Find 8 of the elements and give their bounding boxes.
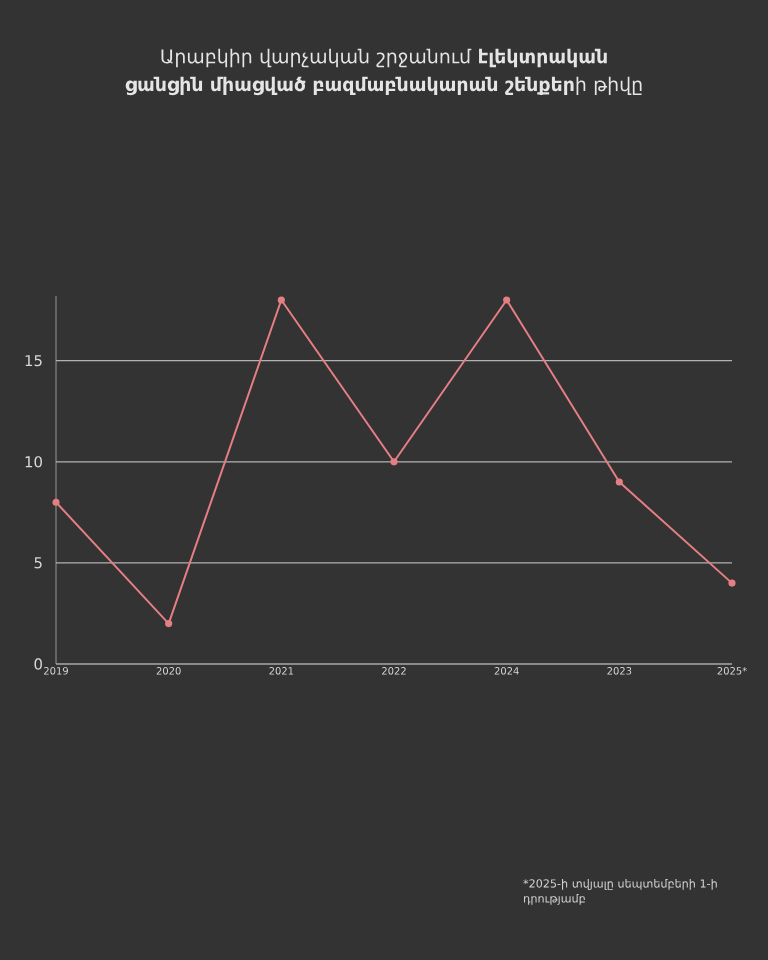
point bbox=[390, 458, 398, 466]
point bbox=[503, 296, 511, 304]
point bbox=[277, 296, 285, 304]
chart-title: Արաբկիր վարչական շրջանում էլեկտրական ցանցին միացված բազմաբնակարան շենքերի թիվը bbox=[125, 48, 642, 96]
point bbox=[165, 619, 173, 628]
point bbox=[52, 498, 60, 506]
point bbox=[615, 478, 623, 486]
point bbox=[728, 579, 736, 587]
